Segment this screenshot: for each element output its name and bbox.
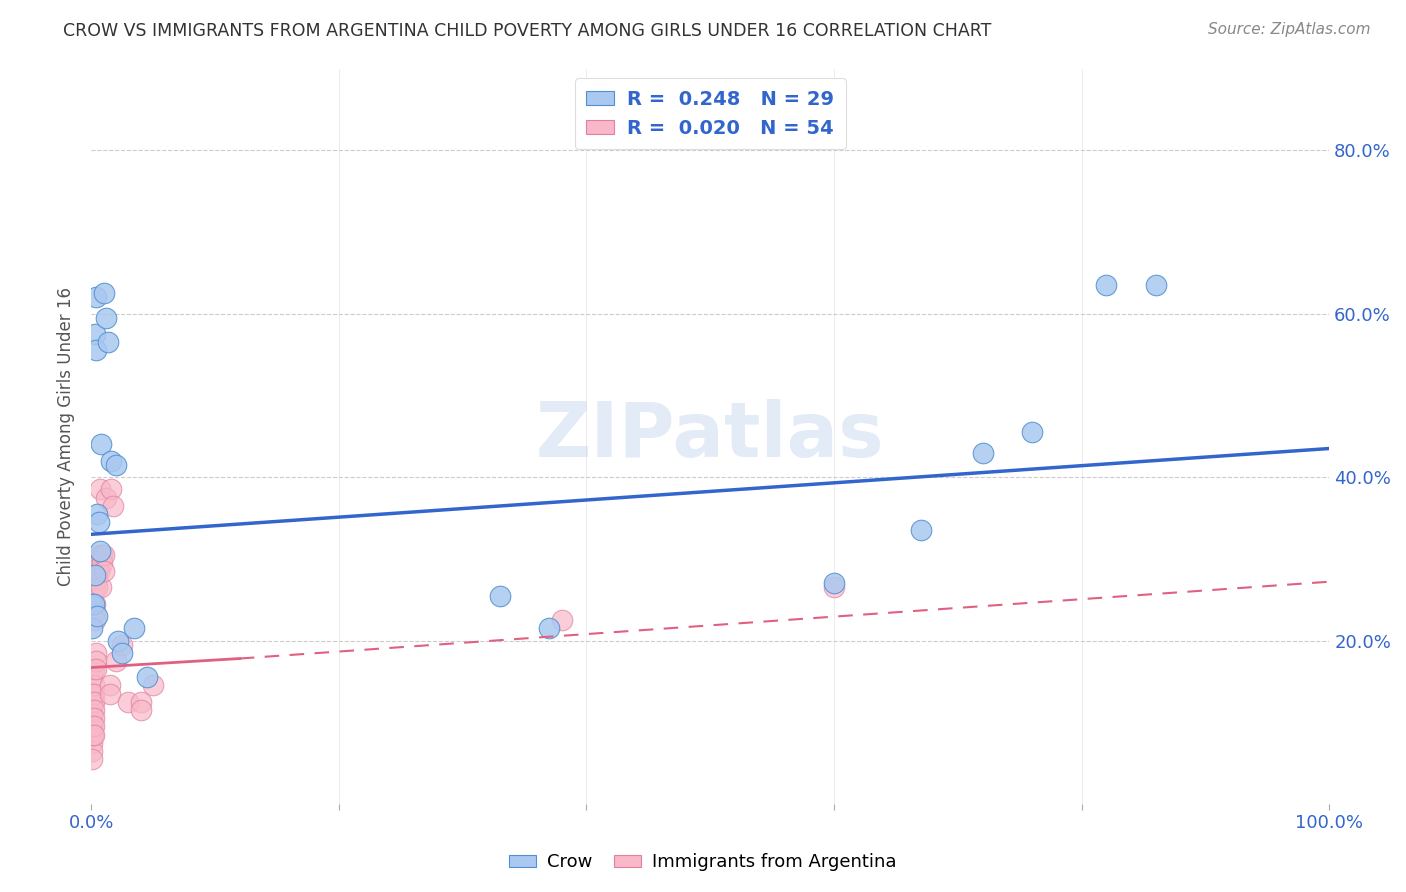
- Point: [111, 646, 134, 660]
- Point: [86, 609, 108, 624]
- Point: [89, 548, 111, 562]
- Point: [104, 654, 127, 668]
- Point: [87, 564, 110, 578]
- Point: [83, 581, 105, 595]
- Point: [80, 703, 103, 717]
- Point: [124, 621, 146, 635]
- Point: [80, 744, 103, 758]
- Point: [142, 678, 165, 692]
- Point: [94, 491, 117, 505]
- Point: [80, 719, 103, 733]
- Point: [84, 646, 107, 660]
- Point: [80, 727, 103, 741]
- Point: [83, 568, 105, 582]
- Text: ZIPatlas: ZIPatlas: [536, 400, 884, 474]
- Point: [86, 564, 108, 578]
- Point: [80, 711, 103, 725]
- Point: [823, 581, 845, 595]
- Point: [117, 695, 139, 709]
- Point: [82, 597, 104, 611]
- Point: [82, 687, 104, 701]
- Point: [89, 483, 111, 497]
- Point: [82, 719, 104, 733]
- Point: [98, 678, 121, 692]
- Point: [97, 335, 120, 350]
- Point: [83, 678, 105, 692]
- Point: [100, 454, 122, 468]
- Point: [111, 638, 134, 652]
- Point: [82, 670, 104, 684]
- Point: [107, 633, 129, 648]
- Point: [82, 727, 104, 741]
- Point: [87, 515, 110, 529]
- Point: [84, 662, 107, 676]
- Point: [1095, 278, 1118, 293]
- Point: [83, 613, 105, 627]
- Point: [87, 556, 110, 570]
- Y-axis label: Child Poverty Among Girls Under 16: Child Poverty Among Girls Under 16: [58, 286, 75, 586]
- Point: [83, 695, 105, 709]
- Point: [129, 695, 152, 709]
- Point: [823, 576, 845, 591]
- Point: [91, 548, 114, 562]
- Point: [84, 654, 107, 668]
- Point: [103, 499, 125, 513]
- Point: [83, 719, 105, 733]
- Point: [84, 290, 107, 304]
- Point: [94, 310, 117, 325]
- Point: [91, 556, 114, 570]
- Point: [83, 703, 105, 717]
- Text: Source: ZipAtlas.com: Source: ZipAtlas.com: [1208, 22, 1371, 37]
- Point: [98, 687, 121, 701]
- Point: [90, 437, 112, 451]
- Point: [83, 597, 105, 611]
- Point: [100, 483, 122, 497]
- Point: [80, 752, 103, 766]
- Point: [80, 736, 103, 750]
- Point: [83, 327, 105, 342]
- Point: [538, 621, 561, 635]
- Point: [83, 727, 105, 741]
- Point: [129, 703, 152, 717]
- Point: [104, 458, 127, 472]
- Text: CROW VS IMMIGRANTS FROM ARGENTINA CHILD POVERTY AMONG GIRLS UNDER 16 CORRELATION: CROW VS IMMIGRANTS FROM ARGENTINA CHILD …: [63, 22, 991, 40]
- Point: [84, 343, 107, 358]
- Point: [83, 662, 105, 676]
- Point: [82, 695, 104, 709]
- Point: [93, 286, 115, 301]
- Point: [488, 589, 510, 603]
- Point: [86, 581, 108, 595]
- Point: [135, 670, 157, 684]
- Point: [93, 548, 115, 562]
- Legend: R =  0.248   N = 29, R =  0.020   N = 54: R = 0.248 N = 29, R = 0.020 N = 54: [575, 78, 846, 149]
- Point: [86, 572, 108, 586]
- Point: [83, 605, 105, 619]
- Point: [93, 564, 115, 578]
- Point: [550, 613, 572, 627]
- Point: [1021, 425, 1043, 439]
- Point: [83, 711, 105, 725]
- Point: [82, 707, 104, 722]
- Point: [89, 543, 111, 558]
- Point: [80, 687, 103, 701]
- Point: [83, 597, 105, 611]
- Point: [86, 507, 108, 521]
- Point: [82, 621, 104, 635]
- Point: [972, 445, 994, 459]
- Legend: Crow, Immigrants from Argentina: Crow, Immigrants from Argentina: [502, 847, 904, 879]
- Point: [1144, 278, 1167, 293]
- Point: [910, 523, 932, 537]
- Point: [83, 687, 105, 701]
- Point: [90, 581, 112, 595]
